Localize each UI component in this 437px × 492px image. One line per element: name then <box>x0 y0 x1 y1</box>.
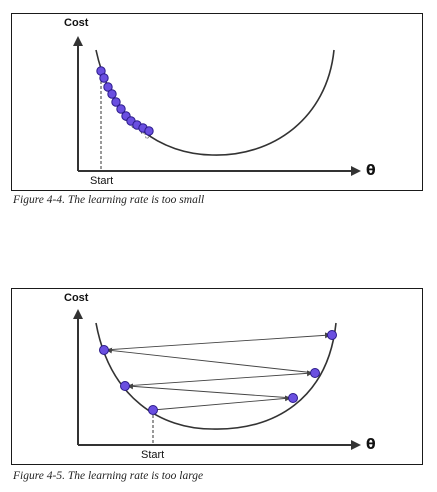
step-point <box>327 330 337 340</box>
figure-4-4-diagram <box>73 36 361 176</box>
jump-arrows <box>103 332 331 411</box>
step-point <box>107 89 117 99</box>
start-label: Start <box>90 175 114 187</box>
step-point <box>103 82 113 92</box>
step-point <box>120 381 130 391</box>
step-point <box>99 345 109 355</box>
step-point <box>99 73 109 83</box>
step-point <box>148 405 158 415</box>
x-axis-label: θ <box>366 437 376 453</box>
step-point <box>288 393 298 403</box>
x-axis-label: θ <box>366 163 376 179</box>
step-point <box>144 126 154 136</box>
y-axis-label: Cost <box>64 17 89 29</box>
cost-curve <box>95 49 335 156</box>
step-point <box>116 104 126 114</box>
y-axis-label: Cost <box>64 292 89 304</box>
figure-4-5-caption: Figure 4-5. The learning rate is too lar… <box>13 470 204 482</box>
gradient-steps-small <box>96 66 154 136</box>
figure-4-5-diagram <box>73 309 361 450</box>
figure-4-4-caption: Figure 4-4. The learning rate is too sma… <box>13 194 205 206</box>
figure-4-5-panel: Cost θ Start <box>11 288 423 465</box>
cost-curve <box>95 322 337 430</box>
gradient-steps-large <box>99 330 337 415</box>
step-point <box>310 368 320 378</box>
figure-4-4-panel: Cost θ Start <box>11 13 423 191</box>
start-label: Start <box>141 449 165 461</box>
step-point <box>111 97 121 107</box>
